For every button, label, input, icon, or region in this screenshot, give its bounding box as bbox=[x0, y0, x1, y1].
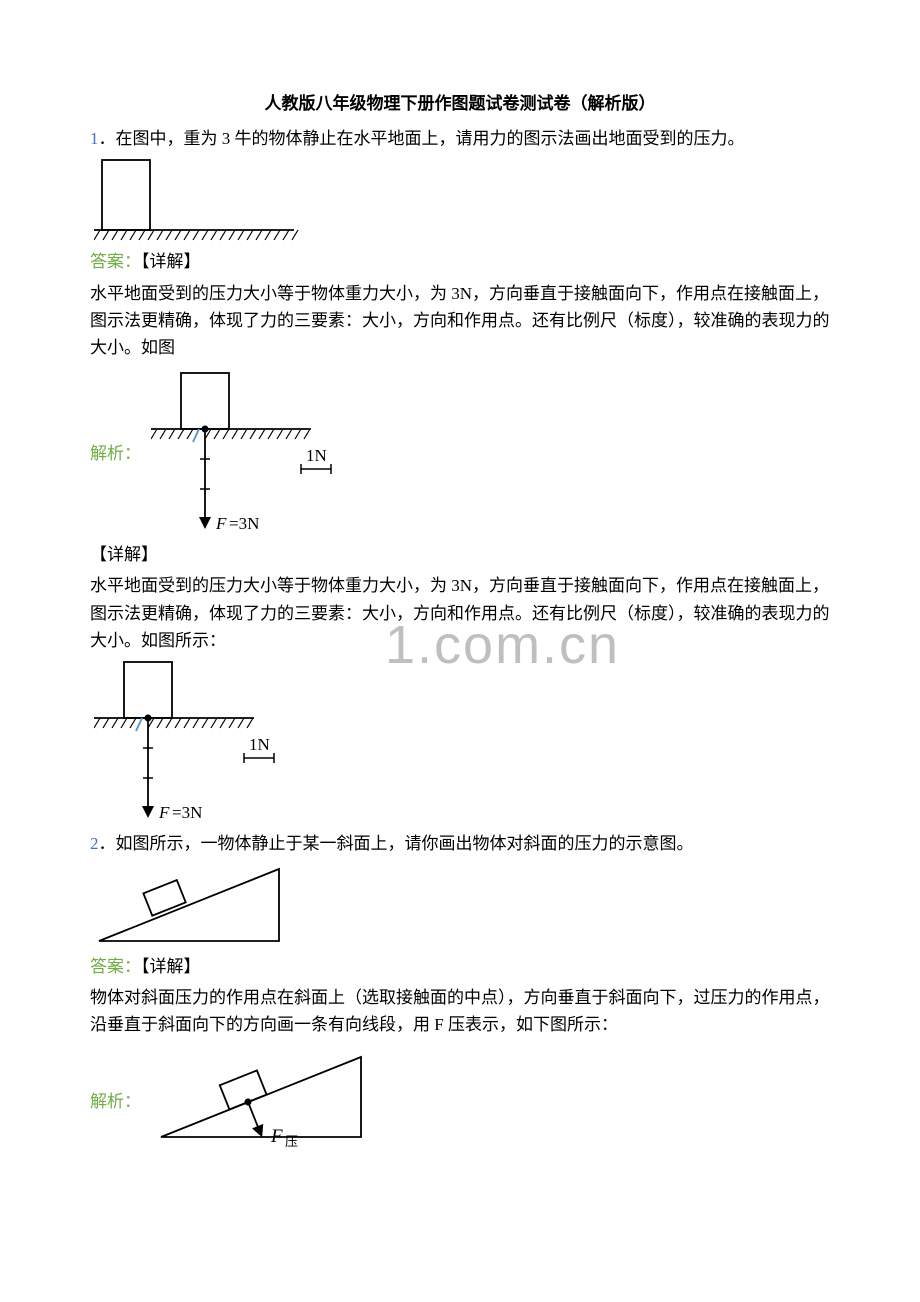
q1-text: 1．在图中，重为 3 牛的物体静止在水平地面上，请用力的图示法画出地面受到的压力… bbox=[90, 125, 830, 152]
svg-text:F: F bbox=[158, 803, 170, 822]
q1-explain-heading: 【详解】 bbox=[90, 541, 830, 568]
svg-text:F: F bbox=[270, 1126, 283, 1147]
q2-answer-label: 答案： bbox=[90, 957, 141, 976]
q2-answer-figure: F 压 bbox=[151, 1047, 411, 1157]
q1-question-figure bbox=[94, 156, 304, 244]
q1-explain-body: 水平地面受到的压力大小等于物体重力大小，为 3N，方向垂直于接触面向下，作用点在… bbox=[90, 572, 830, 654]
q2-detail-label: 【详解】 bbox=[141, 957, 201, 976]
q2-answer-body: 物体对斜面压力的作用点在斜面上（选取接触面的中点），方向垂直于斜面向下，过压力的… bbox=[90, 984, 830, 1038]
q1-answer-body: 水平地面受到的压力大小等于物体重力大小，为 3N，方向垂直于接触面向下，作用点在… bbox=[90, 280, 830, 362]
q1-explain-row: 解析： 1N F =3N bbox=[90, 365, 830, 541]
q2-question-figure bbox=[94, 861, 294, 949]
q2-text: 2．如图所示，一物体静止于某一斜面上，请你画出物体对斜面的压力的示意图。 bbox=[90, 830, 830, 857]
svg-text:F: F bbox=[215, 514, 227, 533]
q1-detail-label: 【详解】 bbox=[141, 252, 201, 271]
svg-text:=3N: =3N bbox=[172, 803, 202, 822]
page-title: 人教版八年级物理下册作图题试卷测试卷（解析版） bbox=[90, 90, 830, 117]
q2-explain-row: 解析： F 压 bbox=[90, 1043, 830, 1161]
q1-answer-block: 答案：【详解】 bbox=[90, 248, 830, 275]
scale-label: 1N bbox=[306, 446, 327, 465]
svg-text:=3N: =3N bbox=[229, 514, 259, 533]
svg-text:压: 压 bbox=[285, 1134, 298, 1149]
q1-explain-label: 解析： bbox=[90, 440, 141, 467]
q2-number: 2 bbox=[90, 834, 99, 853]
q2-answer-block: 答案：【详解】 bbox=[90, 953, 830, 980]
svg-text:1N: 1N bbox=[249, 735, 270, 754]
q1-body: ．在图中，重为 3 牛的物体静止在水平地面上，请用力的图示法画出地面受到的压力。 bbox=[99, 129, 745, 148]
q2-explain-label: 解析： bbox=[90, 1088, 141, 1115]
q1-explain-figure: 1N F =3N bbox=[94, 658, 354, 826]
q1-answer-label: 答案： bbox=[90, 252, 141, 271]
q2-body: ．如图所示，一物体静止于某一斜面上，请你画出物体对斜面的压力的示意图。 bbox=[99, 834, 694, 853]
q1-answer-figure: 1N F =3N bbox=[151, 369, 411, 537]
q1-number: 1 bbox=[90, 129, 99, 148]
